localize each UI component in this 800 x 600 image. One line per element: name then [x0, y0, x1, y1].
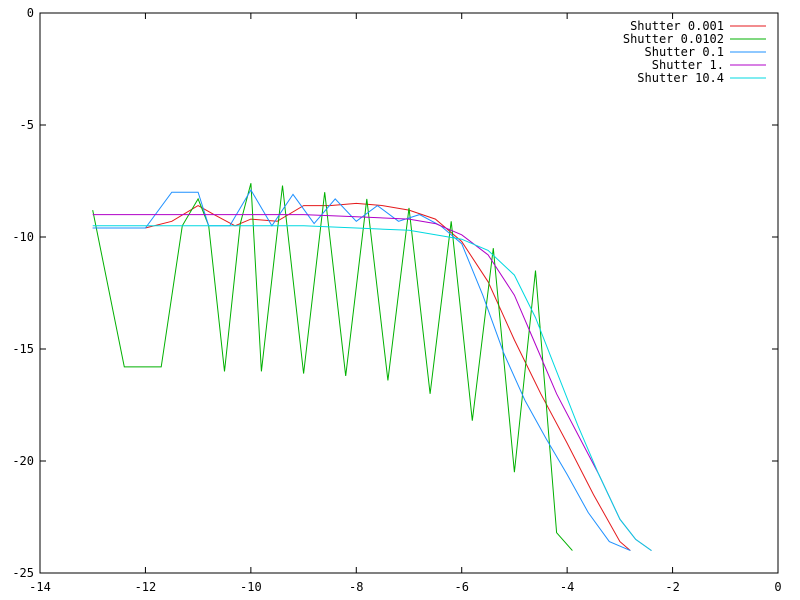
x-tick-label: -14: [29, 580, 51, 594]
y-tick-label: -5: [20, 118, 34, 132]
series-line-0: [92, 202, 631, 551]
x-tick-label: -2: [665, 580, 679, 594]
legend-label: Shutter 0.0102: [623, 32, 724, 46]
x-axis-ticks: -14 -12 -10 -8 -6 -4 -2 0: [29, 13, 782, 594]
x-tick-label: -10: [240, 580, 262, 594]
x-tick-label: 0: [774, 580, 781, 594]
legend-label: Shutter 1.: [652, 58, 724, 72]
x-tick-label: -6: [454, 580, 468, 594]
series-line-4: [92, 225, 652, 552]
series-line-1: [92, 183, 573, 551]
legend-label: Shutter 10.4: [637, 71, 724, 85]
plot-border: [39, 12, 779, 574]
y-tick-label: -25: [12, 566, 34, 580]
y-tick-label: -15: [12, 342, 34, 356]
x-tick-label: -8: [349, 580, 363, 594]
series-group: [92, 183, 652, 552]
legend-label: Shutter 0.1: [645, 45, 724, 59]
plot-frame: [39, 12, 779, 574]
legend-label: Shutter 0.001: [630, 19, 724, 33]
y-tick-label: -10: [12, 230, 34, 244]
y-axis-ticks: -25 -20 -15 -10 -5 0: [12, 6, 778, 580]
x-tick-label: -4: [560, 580, 574, 594]
y-tick-label: -20: [12, 454, 34, 468]
y-tick-label: 0: [27, 6, 34, 20]
x-tick-label: -12: [135, 580, 157, 594]
